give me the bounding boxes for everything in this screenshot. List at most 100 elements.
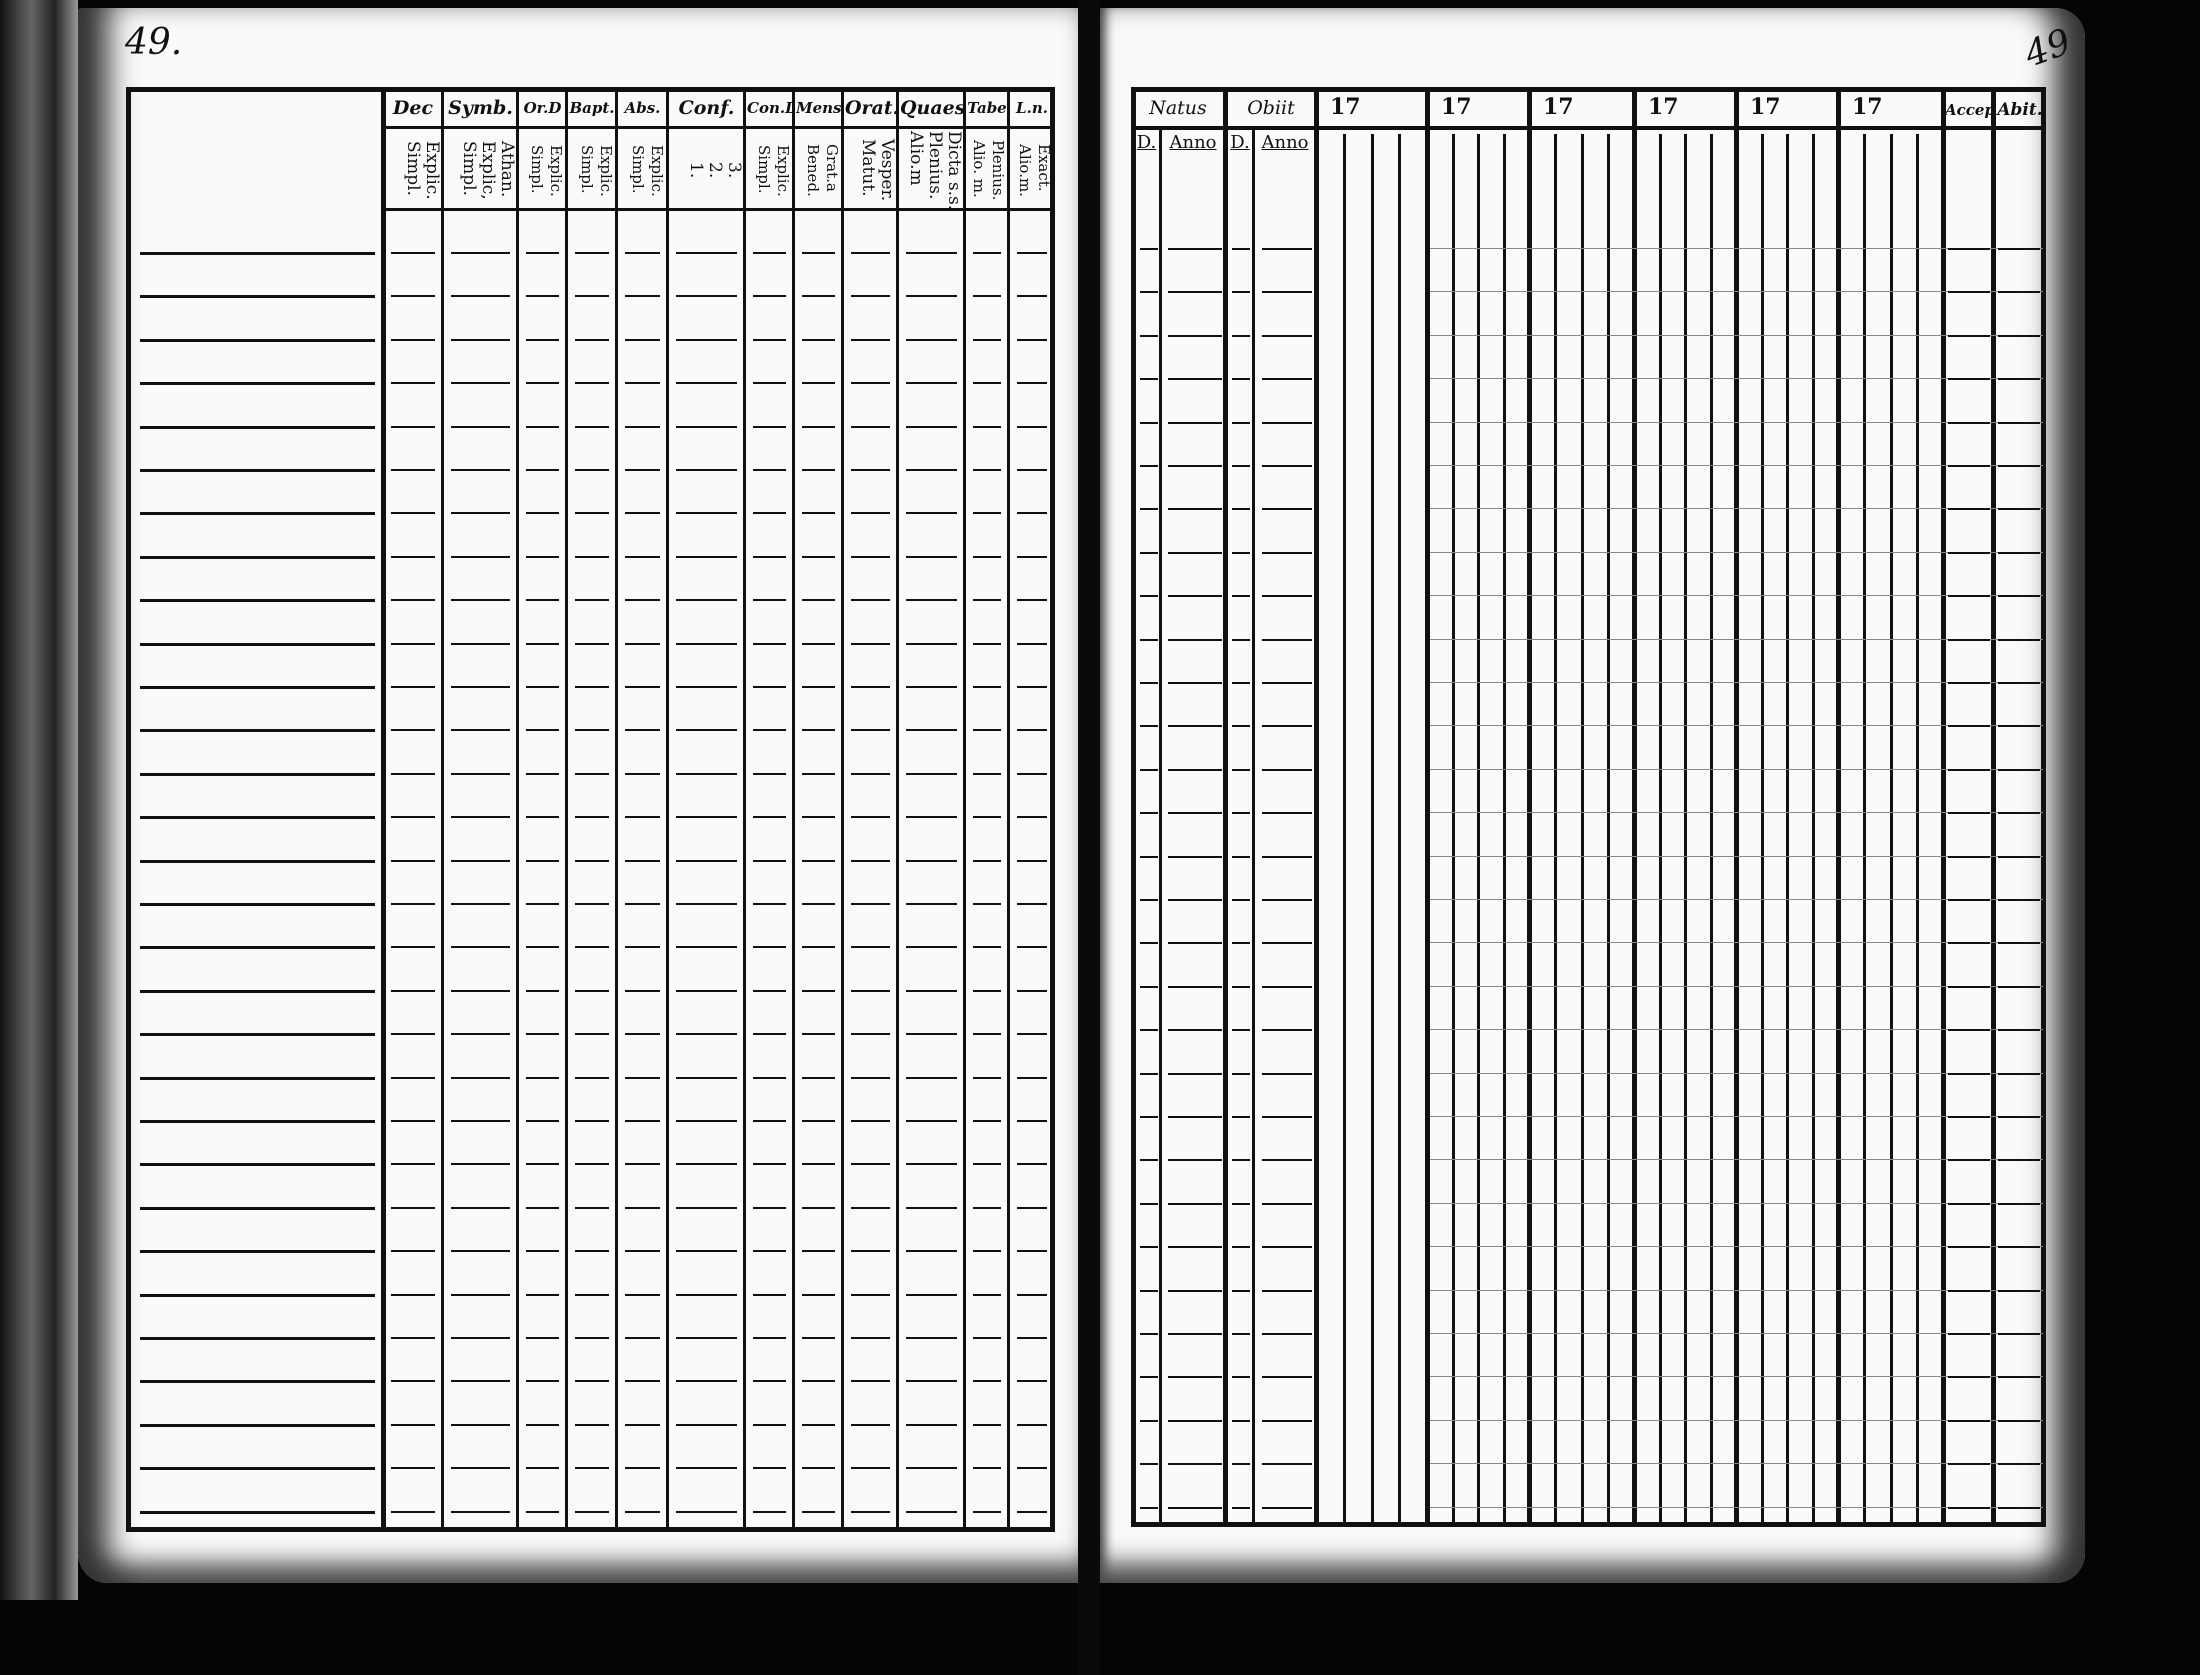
row-line: [1430, 1333, 2043, 1334]
row-line: [1998, 639, 2040, 641]
row-line: [1998, 1203, 2040, 1205]
row-line: [526, 1033, 559, 1035]
row-line: [802, 1163, 835, 1165]
row-line: [526, 512, 559, 514]
year-group-header: 17: [1543, 94, 1574, 120]
row-line: [526, 599, 559, 601]
row-line: [906, 1077, 957, 1079]
row-line: [851, 469, 890, 471]
row-line: [1140, 1203, 1158, 1205]
row-line: [753, 1337, 786, 1339]
row-line: [906, 729, 957, 731]
row-line: [973, 816, 1001, 818]
row-line: [1017, 1511, 1047, 1513]
row-line: [1168, 769, 1222, 771]
row-line: [676, 382, 737, 384]
row-line: [526, 729, 559, 731]
row-line: [625, 295, 660, 297]
row-line: [1430, 942, 2043, 943]
row-line: [1140, 248, 1158, 250]
column-header: Conf.: [678, 97, 735, 119]
column-divider: [1223, 87, 1228, 1527]
row-line: [1262, 1507, 1312, 1509]
row-line: [851, 556, 890, 558]
column-divider: [1527, 87, 1532, 1527]
row-line: [676, 1120, 737, 1122]
row-line: [451, 1077, 510, 1079]
column-subheader: Explic. Simpl.: [629, 144, 666, 197]
row-line: [575, 1077, 609, 1079]
row-line: [906, 1511, 957, 1513]
column-divider: [1632, 87, 1637, 1527]
row-line: [625, 643, 660, 645]
row-line: [1998, 422, 2040, 424]
column-subheader: Athan. Explic, Simpl.: [459, 141, 516, 200]
row-line: [676, 295, 737, 297]
subcolumn-divider: [1606, 134, 1610, 1527]
row-line: [851, 295, 890, 297]
row-line: [1948, 769, 1990, 771]
column-subheader: Explic. Simpl.: [578, 144, 615, 197]
row-line: [802, 1033, 835, 1035]
row-line: [753, 1207, 786, 1209]
row-line: [1168, 639, 1222, 641]
row-line: [451, 1380, 510, 1382]
column-header: Mens.: [796, 99, 841, 117]
row-line: [906, 860, 957, 862]
header-divider: [383, 208, 1055, 211]
row-line: [1262, 1159, 1312, 1161]
subcolumn-divider: [1915, 134, 1919, 1527]
row-line: [140, 1033, 375, 1036]
row-line: [451, 426, 510, 428]
row-line: [802, 643, 835, 645]
row-line: [802, 903, 835, 905]
row-line: [391, 816, 435, 818]
row-line: [1140, 856, 1158, 858]
row-line: [753, 426, 786, 428]
column-subheader: Explic. Simpl.: [755, 144, 792, 197]
row-line: [1140, 335, 1158, 337]
row-line: [140, 1380, 375, 1383]
row-line: [753, 686, 786, 688]
row-line: [140, 556, 375, 559]
column-header: Tabe: [967, 99, 1007, 117]
row-line: [451, 1294, 510, 1296]
year-group-header: 17: [1852, 94, 1883, 120]
row-line: [1998, 248, 2040, 250]
row-line: [753, 1163, 786, 1165]
row-line: [851, 1033, 890, 1035]
subcolumn-divider: [1889, 134, 1893, 1527]
row-line: [1017, 816, 1047, 818]
row-line: [1017, 773, 1047, 775]
row-line: [676, 512, 737, 514]
row-line: [1232, 812, 1250, 814]
row-line: [1430, 1463, 2043, 1464]
row-line: [973, 1467, 1001, 1469]
row-line: [625, 1033, 660, 1035]
row-line: [625, 773, 660, 775]
header-divider: [383, 126, 1055, 129]
subcolumn-divider: [1786, 134, 1789, 1527]
column-header: Con.D: [747, 99, 792, 117]
row-line: [625, 252, 660, 254]
row-line: [1232, 986, 1250, 988]
row-line: [1140, 1333, 1158, 1335]
row-line: [526, 1467, 559, 1469]
row-line: [1017, 860, 1047, 862]
row-line: [973, 1207, 1001, 1209]
row-line: [1232, 769, 1250, 771]
row-line: [973, 382, 1001, 384]
row-line: [1232, 1420, 1250, 1422]
row-line: [526, 382, 559, 384]
row-line: [575, 816, 609, 818]
row-line: [1948, 1246, 1990, 1248]
row-line: [140, 295, 375, 298]
column-header: Quaest.: [900, 97, 963, 119]
subcolumn-divider: [1502, 134, 1506, 1527]
row-line: [1262, 1376, 1312, 1378]
row-line: [451, 469, 510, 471]
row-line: [753, 1511, 786, 1513]
row-line: [802, 1120, 835, 1122]
row-line: [391, 686, 435, 688]
row-line: [451, 990, 510, 992]
